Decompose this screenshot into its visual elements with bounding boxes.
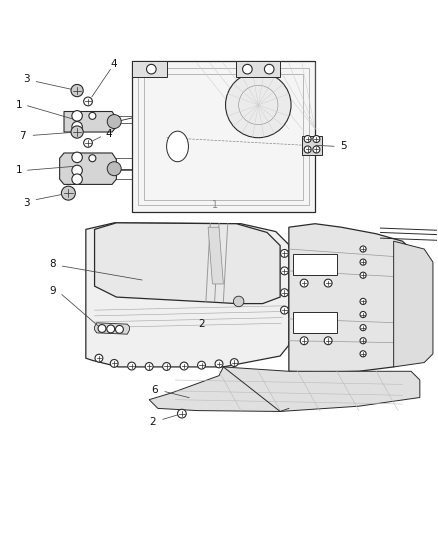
Text: 9: 9 <box>49 286 56 296</box>
Circle shape <box>360 298 366 304</box>
Text: 4: 4 <box>110 59 117 69</box>
Circle shape <box>177 409 186 418</box>
Circle shape <box>61 186 75 200</box>
Bar <box>293 312 337 333</box>
Circle shape <box>360 325 366 330</box>
Polygon shape <box>95 223 280 304</box>
Circle shape <box>89 112 96 119</box>
Circle shape <box>72 111 82 121</box>
Circle shape <box>281 267 288 275</box>
Polygon shape <box>86 223 289 367</box>
Text: 1: 1 <box>212 200 218 211</box>
Circle shape <box>198 361 205 369</box>
Text: 1: 1 <box>16 165 22 175</box>
Circle shape <box>304 146 311 153</box>
Circle shape <box>98 325 106 333</box>
Polygon shape <box>237 61 280 77</box>
Circle shape <box>360 259 366 265</box>
Circle shape <box>145 362 153 370</box>
Circle shape <box>360 338 366 344</box>
Circle shape <box>162 362 170 370</box>
Circle shape <box>230 359 238 367</box>
Ellipse shape <box>166 131 188 161</box>
Circle shape <box>281 289 288 297</box>
Circle shape <box>89 155 96 161</box>
Circle shape <box>360 311 366 318</box>
Circle shape <box>107 161 121 176</box>
Polygon shape <box>149 367 420 411</box>
Text: 1: 1 <box>16 100 22 110</box>
Polygon shape <box>132 61 315 212</box>
Text: 2: 2 <box>149 417 156 427</box>
Circle shape <box>72 152 82 163</box>
Polygon shape <box>289 224 411 372</box>
Circle shape <box>300 337 308 345</box>
Circle shape <box>110 359 118 367</box>
Circle shape <box>300 279 308 287</box>
Text: 6: 6 <box>151 385 158 394</box>
Polygon shape <box>394 241 433 367</box>
Text: 8: 8 <box>49 260 56 269</box>
Circle shape <box>71 126 83 138</box>
Polygon shape <box>64 111 117 132</box>
Circle shape <box>107 115 121 128</box>
Circle shape <box>147 64 156 74</box>
Circle shape <box>233 296 244 306</box>
Polygon shape <box>132 61 166 77</box>
Circle shape <box>72 174 82 184</box>
Polygon shape <box>95 323 130 334</box>
Circle shape <box>180 362 188 370</box>
Circle shape <box>324 337 332 345</box>
Circle shape <box>84 97 92 106</box>
Polygon shape <box>302 135 321 155</box>
Circle shape <box>281 306 288 314</box>
Circle shape <box>360 246 366 252</box>
Circle shape <box>226 72 291 138</box>
Circle shape <box>281 249 288 257</box>
Polygon shape <box>60 153 117 184</box>
Circle shape <box>360 351 366 357</box>
Circle shape <box>324 279 332 287</box>
Circle shape <box>72 165 82 176</box>
Circle shape <box>265 64 274 74</box>
Circle shape <box>107 325 115 333</box>
Circle shape <box>313 135 320 142</box>
Text: 5: 5 <box>340 141 347 151</box>
Circle shape <box>304 135 311 142</box>
Polygon shape <box>208 227 223 284</box>
Circle shape <box>95 354 103 362</box>
Text: 2: 2 <box>198 319 205 329</box>
Circle shape <box>72 122 82 132</box>
Bar <box>293 254 337 275</box>
Text: 3: 3 <box>24 74 30 84</box>
Circle shape <box>360 272 366 278</box>
Circle shape <box>128 362 136 370</box>
Circle shape <box>71 84 83 96</box>
Text: 7: 7 <box>19 131 26 141</box>
Circle shape <box>116 326 124 333</box>
Circle shape <box>215 360 223 368</box>
Text: 4: 4 <box>106 129 112 139</box>
Circle shape <box>243 64 252 74</box>
Text: 3: 3 <box>24 198 30 208</box>
Circle shape <box>84 139 92 147</box>
Circle shape <box>313 146 320 153</box>
